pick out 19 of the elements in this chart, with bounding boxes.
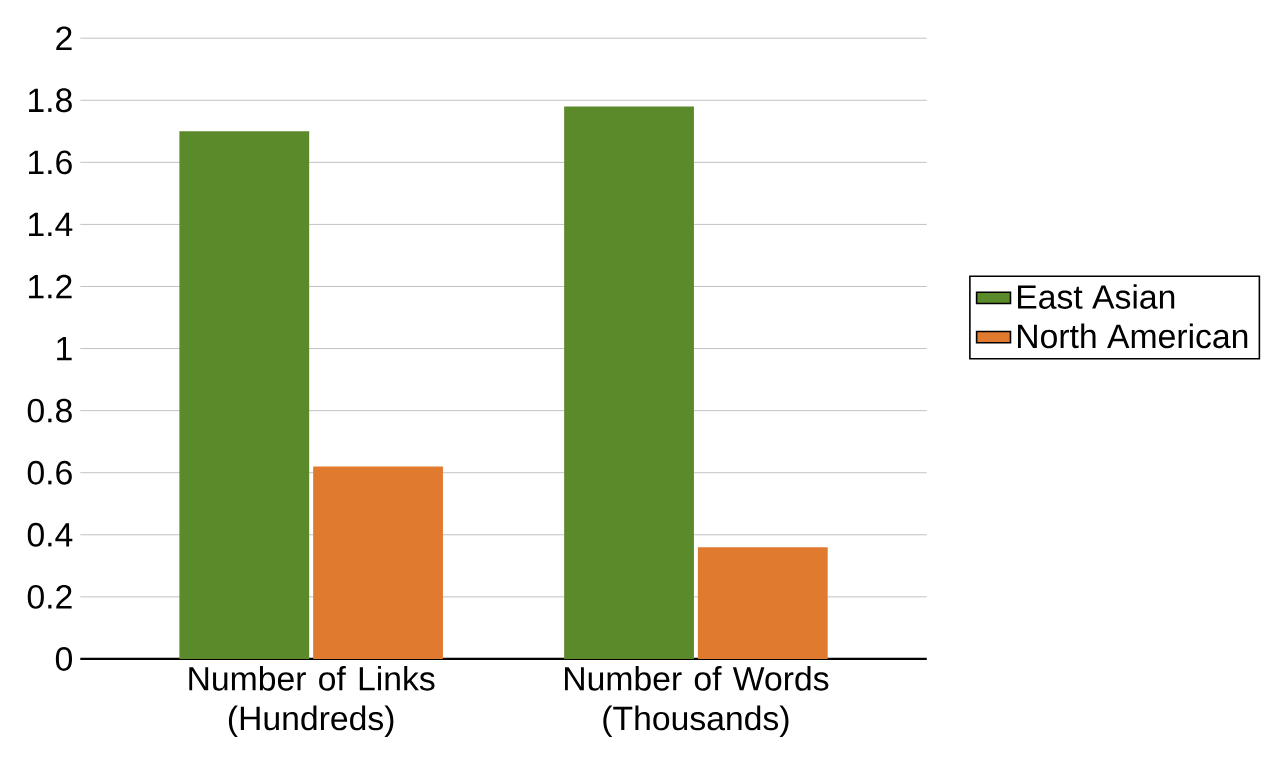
x-tick-label: Number of Words (Thousands): [565, 665, 829, 737]
y-tick-label: 1.6: [29, 150, 72, 175]
y-tick-label: 0.8: [27, 398, 72, 423]
y-tick-label: 0.4: [27, 522, 73, 547]
y-tick-label: 0.6: [27, 460, 72, 485]
y-tick-label: 0: [55, 646, 73, 671]
bar: [697, 546, 828, 659]
y-tick-label: 1.4: [29, 212, 73, 236]
x-tick-label: Number of Links (Hundreds): [189, 665, 435, 737]
legend-label: North American: [1018, 323, 1248, 349]
y-tick-label: 0.2: [27, 584, 72, 609]
y-tick-label: 1.2: [29, 274, 72, 299]
y-tick-label: 1: [57, 336, 72, 360]
bar: [179, 131, 310, 659]
bar: [564, 106, 694, 659]
y-tick-label: 1.8: [29, 88, 72, 112]
bar: [313, 466, 443, 659]
y-tick-label: 2: [56, 26, 72, 50]
legend-label: East Asian: [1018, 283, 1175, 309]
